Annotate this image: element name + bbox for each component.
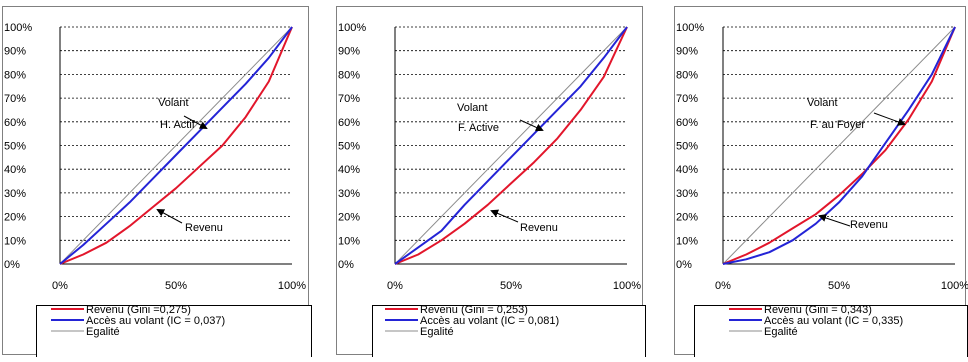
y-tick-label: 80% (338, 69, 360, 81)
annotation-arrow (820, 216, 850, 226)
y-tick-label: 10% (4, 235, 26, 247)
y-tick-label: 40% (676, 164, 698, 176)
y-tick-label: 90% (338, 46, 360, 58)
chart-panel-3: 0% 10% 20% 30% 40% 50% 60% 70% 80% 90% 100% 0% 50% 10… (675, 7, 968, 358)
annotation-label: Volant (158, 97, 189, 109)
y-tick-label: 100% (338, 22, 366, 34)
y-tick-label: 20% (676, 212, 698, 224)
y-tick-label: 30% (676, 188, 698, 200)
y-tick-label: 50% (676, 141, 698, 153)
y-tick-label: 60% (4, 117, 26, 129)
y-tick-label: 40% (338, 164, 360, 176)
y-tick-label: 0% (4, 259, 20, 271)
y-tick-label: 40% (4, 164, 26, 176)
x-tick-label: 50% (828, 280, 850, 292)
y-tick-label: 80% (676, 69, 698, 81)
annotation-label: Revenu (850, 219, 888, 231)
annotation-label: F. au Foyer (810, 119, 865, 131)
y-tick-label: 0% (676, 259, 692, 271)
y-tick-label: 90% (676, 46, 698, 58)
chart-frame (675, 7, 966, 355)
y-tick-label: 60% (676, 117, 698, 129)
y-tick-label: 10% (338, 235, 360, 247)
annotation-label: Revenu (520, 222, 558, 234)
y-tick-label: 20% (4, 212, 26, 224)
y-tick-label: 90% (4, 46, 26, 58)
chart-panel-1: 0% 10% 20% 30% 40% 50% 60% 70% 80% 90% 100% 0% 50% 10… (3, 7, 312, 358)
annotation-label: F. Active (458, 122, 499, 134)
y-tick-label: 100% (4, 22, 32, 34)
annotation-label: Revenu (185, 222, 223, 234)
y-tick-label: 30% (4, 188, 26, 200)
chart-frame (3, 7, 309, 355)
annotation-arrow (874, 113, 904, 124)
annotation-label: Volant (807, 97, 838, 109)
y-tick-label: 50% (4, 141, 26, 153)
y-tick-label: 30% (338, 188, 360, 200)
x-tick-label: 0% (387, 280, 403, 292)
annotation-label: Volant (457, 102, 488, 114)
annotation-label: H. Actif (160, 119, 196, 131)
y-tick-label: 80% (4, 69, 26, 81)
y-tick-label: 10% (676, 235, 698, 247)
legend-entry: Egalité (764, 326, 798, 338)
x-tick-label: 100% (613, 280, 641, 292)
y-tick-label: 100% (676, 22, 704, 34)
y-tick-label: 70% (676, 93, 698, 105)
y-tick-label: 50% (338, 141, 360, 153)
x-tick-label: 0% (715, 280, 731, 292)
x-tick-label: 50% (165, 280, 187, 292)
y-tick-label: 60% (338, 117, 360, 129)
y-tick-label: 70% (4, 93, 26, 105)
chart-panel-2: 0% 10% 20% 30% 40% 50% 60% 70% 80% 90% 100% 0% 50% 10… (337, 7, 646, 358)
y-tick-label: 20% (338, 212, 360, 224)
y-tick-label: 0% (338, 259, 354, 271)
x-tick-label: 100% (941, 280, 968, 292)
y-tick-label: 70% (338, 93, 360, 105)
legend-entry: Egalité (86, 326, 120, 338)
legend-entry: Egalité (420, 326, 454, 338)
x-tick-label: 100% (278, 280, 306, 292)
x-tick-label: 0% (52, 280, 68, 292)
x-tick-label: 50% (500, 280, 522, 292)
